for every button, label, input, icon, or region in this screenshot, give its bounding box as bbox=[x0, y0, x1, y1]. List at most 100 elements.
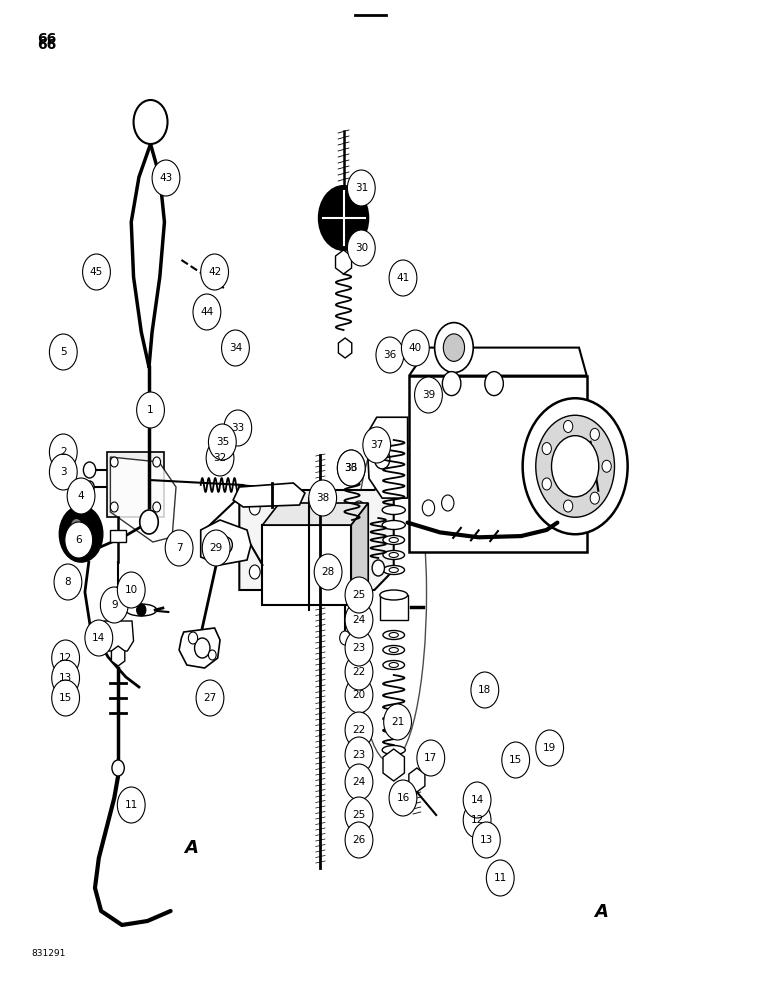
Circle shape bbox=[345, 797, 373, 833]
Circle shape bbox=[523, 398, 628, 534]
Circle shape bbox=[435, 323, 473, 373]
Circle shape bbox=[486, 860, 514, 896]
Circle shape bbox=[249, 501, 260, 515]
Ellipse shape bbox=[383, 646, 405, 654]
Polygon shape bbox=[409, 348, 587, 376]
Circle shape bbox=[206, 440, 234, 476]
Ellipse shape bbox=[389, 552, 398, 558]
Text: 22: 22 bbox=[352, 667, 366, 677]
Circle shape bbox=[52, 660, 80, 696]
Circle shape bbox=[49, 334, 77, 370]
Circle shape bbox=[309, 480, 337, 516]
Text: 831291: 831291 bbox=[31, 949, 66, 958]
Text: 42: 42 bbox=[208, 267, 222, 277]
Text: 3: 3 bbox=[60, 467, 66, 477]
Circle shape bbox=[354, 565, 364, 579]
Text: 1: 1 bbox=[147, 405, 154, 415]
Circle shape bbox=[83, 462, 96, 478]
Text: 66: 66 bbox=[37, 32, 56, 46]
Circle shape bbox=[376, 337, 404, 373]
Circle shape bbox=[422, 500, 435, 516]
Text: A: A bbox=[594, 903, 608, 921]
Ellipse shape bbox=[383, 566, 405, 574]
Circle shape bbox=[112, 760, 124, 776]
Polygon shape bbox=[110, 457, 176, 542]
Circle shape bbox=[551, 436, 599, 497]
Circle shape bbox=[502, 742, 530, 778]
Circle shape bbox=[389, 780, 417, 816]
Circle shape bbox=[442, 372, 461, 396]
Circle shape bbox=[347, 170, 375, 206]
Circle shape bbox=[249, 565, 260, 579]
Text: 9: 9 bbox=[111, 600, 117, 610]
Circle shape bbox=[345, 654, 373, 690]
Bar bbox=[409, 376, 587, 552]
Ellipse shape bbox=[389, 568, 398, 572]
Circle shape bbox=[188, 632, 198, 644]
Circle shape bbox=[224, 410, 252, 446]
Text: 27: 27 bbox=[203, 693, 217, 703]
Circle shape bbox=[417, 740, 445, 776]
Circle shape bbox=[340, 631, 350, 645]
Text: 11: 11 bbox=[493, 873, 507, 883]
Polygon shape bbox=[103, 621, 134, 651]
Circle shape bbox=[153, 457, 161, 467]
Circle shape bbox=[140, 510, 158, 534]
Text: 36: 36 bbox=[383, 350, 397, 360]
Circle shape bbox=[49, 454, 77, 490]
Circle shape bbox=[564, 420, 573, 432]
Circle shape bbox=[590, 428, 599, 440]
Circle shape bbox=[222, 330, 249, 366]
Circle shape bbox=[542, 478, 551, 490]
Circle shape bbox=[345, 602, 373, 638]
Circle shape bbox=[49, 434, 77, 470]
Text: 38: 38 bbox=[316, 493, 330, 503]
Text: 66: 66 bbox=[37, 38, 56, 52]
Ellipse shape bbox=[383, 550, 405, 560]
Bar bbox=[110, 530, 126, 542]
Text: 10: 10 bbox=[124, 585, 138, 595]
Ellipse shape bbox=[382, 520, 405, 530]
Text: 6: 6 bbox=[76, 535, 82, 545]
Circle shape bbox=[314, 554, 342, 590]
Circle shape bbox=[193, 294, 221, 330]
Circle shape bbox=[117, 787, 145, 823]
Ellipse shape bbox=[382, 746, 405, 755]
Text: 19: 19 bbox=[543, 743, 557, 753]
Text: 4: 4 bbox=[78, 491, 84, 501]
Bar bbox=[262, 525, 351, 605]
Text: 40: 40 bbox=[408, 343, 422, 353]
Circle shape bbox=[196, 680, 224, 716]
Text: 29: 29 bbox=[209, 543, 223, 553]
Text: 39: 39 bbox=[422, 390, 435, 400]
Ellipse shape bbox=[126, 604, 157, 616]
Text: 30: 30 bbox=[354, 243, 368, 253]
Circle shape bbox=[345, 822, 373, 858]
Text: A: A bbox=[185, 839, 198, 857]
Text: 18: 18 bbox=[478, 685, 492, 695]
Text: 23: 23 bbox=[352, 643, 366, 653]
Circle shape bbox=[374, 449, 390, 469]
Circle shape bbox=[471, 672, 499, 708]
Ellipse shape bbox=[382, 506, 405, 515]
Circle shape bbox=[442, 495, 454, 511]
Circle shape bbox=[345, 677, 373, 713]
Polygon shape bbox=[107, 452, 164, 517]
Polygon shape bbox=[239, 470, 394, 590]
Text: 8: 8 bbox=[65, 577, 71, 587]
Text: 36: 36 bbox=[344, 463, 358, 473]
Text: 20: 20 bbox=[352, 690, 366, 700]
Text: 5: 5 bbox=[60, 347, 66, 357]
Circle shape bbox=[372, 560, 384, 576]
Text: 28: 28 bbox=[321, 567, 335, 577]
Polygon shape bbox=[367, 417, 408, 498]
Circle shape bbox=[485, 372, 503, 396]
Circle shape bbox=[463, 782, 491, 818]
Text: 21: 21 bbox=[391, 717, 405, 727]
Text: 31: 31 bbox=[354, 183, 368, 193]
Text: 32: 32 bbox=[213, 453, 227, 463]
Circle shape bbox=[83, 254, 110, 290]
Text: 33: 33 bbox=[231, 423, 245, 433]
Ellipse shape bbox=[383, 631, 405, 640]
Circle shape bbox=[590, 492, 599, 504]
